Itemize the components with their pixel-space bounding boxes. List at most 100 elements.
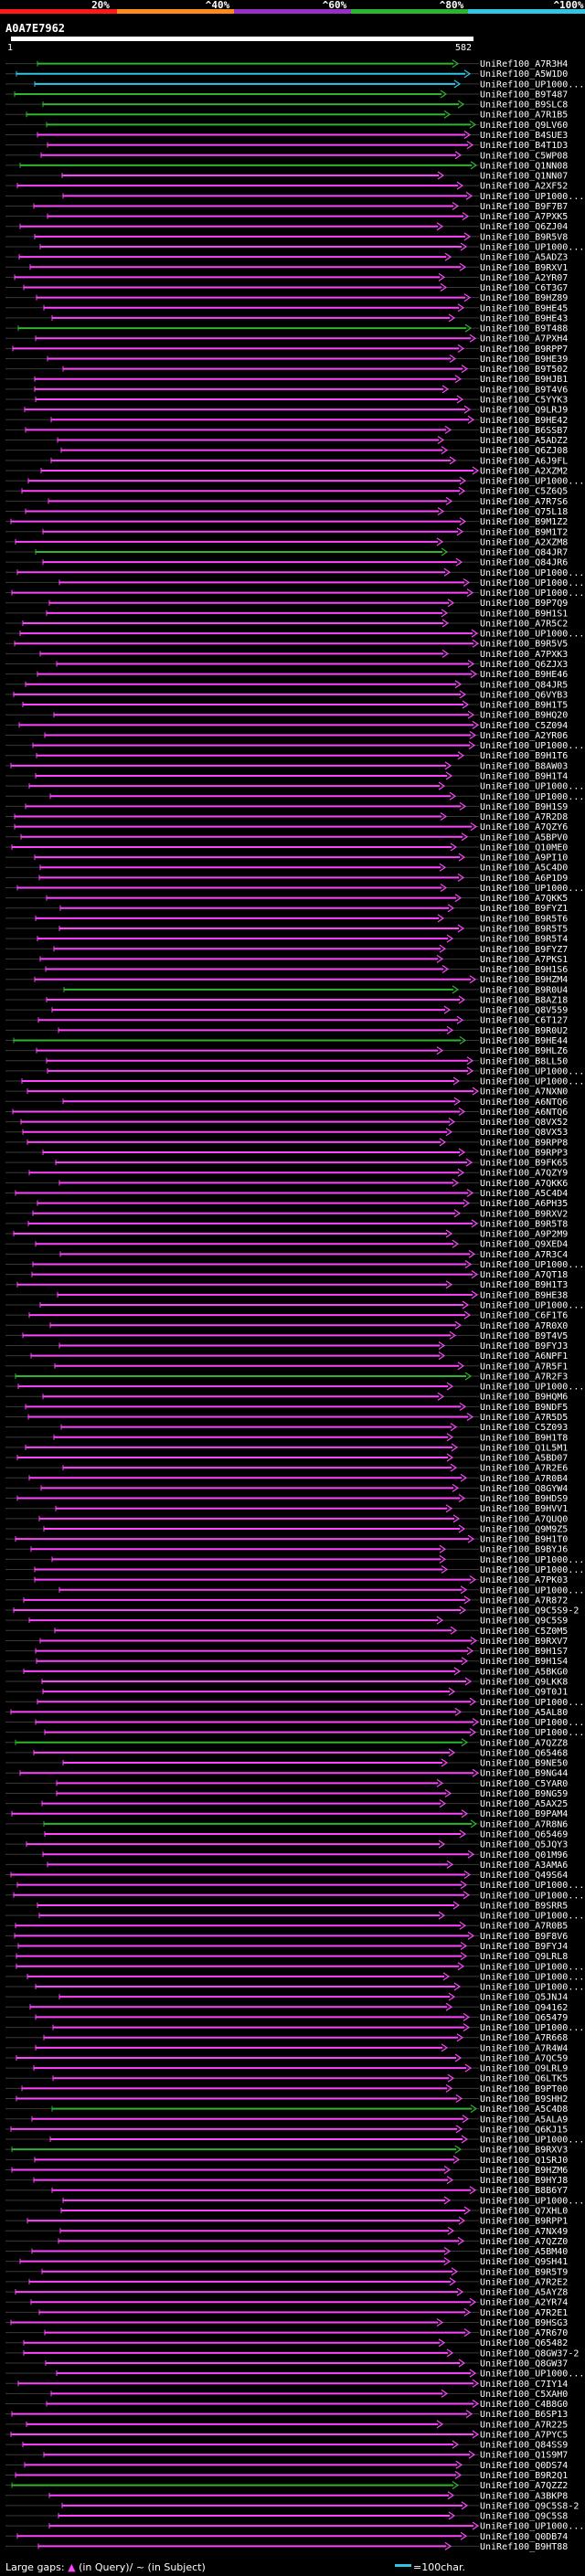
hit-label[interactable]: UniRef100_B9HE46 bbox=[480, 670, 568, 680]
hit-label[interactable]: UniRef100_B9M1T2 bbox=[480, 527, 568, 537]
hit-label[interactable]: UniRef100_Q9C5S8-2 bbox=[480, 2501, 579, 2511]
hit-label[interactable]: UniRef100_A7QKK6 bbox=[480, 1179, 568, 1189]
hit-row[interactable]: UniRef100_A5AX25 bbox=[5, 1799, 568, 1809]
hit-row[interactable]: UniRef100_Q9C5S9 bbox=[5, 1617, 568, 1627]
hit-label[interactable]: UniRef100_B9H1S9 bbox=[480, 802, 568, 812]
hit-row[interactable]: UniRef100_B9M1Z2 bbox=[5, 517, 568, 527]
hit-label[interactable]: UniRef100_Q01M96 bbox=[480, 1850, 568, 1860]
hit-row[interactable]: UniRef100_B9HDS9 bbox=[5, 1494, 568, 1504]
hit-row[interactable]: UniRef100_C6F1T6 bbox=[5, 1310, 568, 1321]
hit-label[interactable]: UniRef100_A6PH35 bbox=[480, 1199, 568, 1209]
hit-label[interactable]: UniRef100_UP1000... bbox=[480, 1718, 584, 1728]
hit-row[interactable]: UniRef100_A7PXK3 bbox=[5, 650, 568, 660]
hit-label[interactable]: UniRef100_C5Z094 bbox=[480, 721, 568, 731]
hit-label[interactable]: UniRef100_A7R2E6 bbox=[480, 1464, 568, 1474]
hit-row[interactable]: UniRef100_UP1000... bbox=[5, 1891, 584, 1901]
hit-label[interactable]: UniRef100_UP1000... bbox=[480, 2196, 584, 2206]
hit-label[interactable]: UniRef100_B9H1S7 bbox=[480, 1647, 568, 1657]
hit-label[interactable]: UniRef100_B9SLC8 bbox=[480, 101, 568, 111]
hit-label[interactable]: UniRef100_A5C4D0 bbox=[480, 864, 568, 874]
hit-row[interactable]: UniRef100_A2YR07 bbox=[5, 273, 568, 283]
hit-label[interactable]: UniRef100_B9R5T4 bbox=[480, 935, 568, 945]
hit-row[interactable]: UniRef100_A7R225 bbox=[5, 2420, 568, 2430]
hit-row[interactable]: UniRef100_UP1000... bbox=[5, 477, 584, 487]
hit-label[interactable]: UniRef100_Q0DB74 bbox=[480, 2532, 568, 2542]
hit-label[interactable]: UniRef100_Q9XED4 bbox=[480, 1240, 568, 1250]
hit-label[interactable]: UniRef100_Q8VX53 bbox=[480, 1128, 568, 1138]
hit-row[interactable]: UniRef100_Q7XHL0 bbox=[5, 2206, 568, 2216]
hit-row[interactable]: UniRef100_A7QZY6 bbox=[5, 822, 568, 832]
hit-row[interactable]: UniRef100_B9HSG3 bbox=[5, 2318, 568, 2328]
hit-label[interactable]: UniRef100_B9FYJ4 bbox=[480, 1942, 568, 1952]
hit-label[interactable]: UniRef100_UP1000... bbox=[480, 1972, 584, 1982]
hit-label[interactable]: UniRef100_B9H1S4 bbox=[480, 1657, 568, 1667]
hit-label[interactable]: UniRef100_A7R0B4 bbox=[480, 1474, 568, 1484]
hit-row[interactable]: UniRef100_B6SP13 bbox=[5, 2410, 568, 2420]
hit-label[interactable]: UniRef100_A7QZZ8 bbox=[480, 1738, 568, 1748]
hit-row[interactable]: UniRef100_Q8VX53 bbox=[5, 1128, 568, 1138]
hit-label[interactable]: UniRef100_UP1000... bbox=[480, 1565, 584, 1575]
hit-row[interactable]: UniRef100_Q0DS74 bbox=[5, 2460, 568, 2471]
hit-label[interactable]: UniRef100_B9RPP7 bbox=[480, 345, 568, 355]
hit-row[interactable]: UniRef100_C5XAH0 bbox=[5, 2389, 568, 2400]
hit-label[interactable]: UniRef100_B9HSG3 bbox=[480, 2318, 568, 2328]
hit-row[interactable]: UniRef100_B4T1D3 bbox=[5, 141, 568, 151]
hit-row[interactable]: UniRef100_B9HE39 bbox=[5, 355, 568, 365]
hit-row[interactable]: UniRef100_B9HE45 bbox=[5, 303, 568, 313]
hit-row[interactable]: UniRef100_B9R5T9 bbox=[5, 2267, 568, 2277]
hit-label[interactable]: UniRef100_C6T3G7 bbox=[480, 283, 568, 293]
hit-row[interactable]: UniRef100_A6NTQ6 bbox=[5, 1107, 568, 1118]
hit-label[interactable]: UniRef100_Q65482 bbox=[480, 2338, 568, 2348]
hit-label[interactable]: UniRef100_A2YR74 bbox=[480, 2298, 568, 2308]
hit-label[interactable]: UniRef100_B9F7B7 bbox=[480, 202, 568, 212]
hit-label[interactable]: UniRef100_A7QKK5 bbox=[480, 894, 568, 904]
hit-row[interactable]: UniRef100_A7R4W4 bbox=[5, 2043, 568, 2053]
hit-row[interactable]: UniRef100_B9H1S7 bbox=[5, 1647, 568, 1657]
hit-label[interactable]: UniRef100_C5Z093 bbox=[480, 1423, 568, 1433]
hit-row[interactable]: UniRef100_A5C4D8 bbox=[5, 2104, 568, 2115]
hit-label[interactable]: UniRef100_B9HE44 bbox=[480, 1036, 568, 1046]
hit-row[interactable]: UniRef100_B9H1S9 bbox=[5, 802, 568, 812]
hit-row[interactable]: UniRef100_A7NXN0 bbox=[5, 1087, 568, 1097]
hit-row[interactable]: UniRef100_B6SSB7 bbox=[5, 426, 568, 436]
hit-label[interactable]: UniRef100_A7R5D5 bbox=[480, 1413, 568, 1423]
hit-row[interactable]: UniRef100_B9HQ20 bbox=[5, 711, 568, 721]
hit-row[interactable]: UniRef100_A5AYZ8 bbox=[5, 2288, 568, 2298]
hit-label[interactable]: UniRef100_Q6LTK5 bbox=[480, 2074, 568, 2084]
hit-label[interactable]: UniRef100_A7R670 bbox=[480, 2328, 568, 2338]
hit-label[interactable]: UniRef100_A5C4D4 bbox=[480, 1189, 568, 1199]
hit-row[interactable]: UniRef100_UP1000... bbox=[5, 741, 584, 751]
hit-row[interactable]: UniRef100_Q6KJ15 bbox=[5, 2125, 568, 2135]
hit-row[interactable]: UniRef100_B9FYZ1 bbox=[5, 904, 568, 914]
hit-label[interactable]: UniRef100_A5AX25 bbox=[480, 1799, 568, 1809]
hit-row[interactable]: UniRef100_B9RPP8 bbox=[5, 1138, 568, 1148]
hit-label[interactable]: UniRef100_A2YR07 bbox=[480, 273, 568, 283]
hit-row[interactable]: UniRef100_B9HE42 bbox=[5, 416, 568, 426]
hit-label[interactable]: UniRef100_A7PXH4 bbox=[480, 334, 568, 345]
hit-row[interactable]: UniRef100_A7R2E6 bbox=[5, 1464, 568, 1474]
hit-label[interactable]: UniRef100_B8AZ18 bbox=[480, 995, 568, 1005]
hit-row[interactable]: UniRef100_Q9SH41 bbox=[5, 2257, 568, 2267]
hit-row[interactable]: UniRef100_C5Z093 bbox=[5, 1423, 568, 1433]
hit-row[interactable]: UniRef100_UP1000... bbox=[5, 782, 584, 792]
hit-label[interactable]: UniRef100_UP1000... bbox=[480, 588, 584, 599]
hit-row[interactable]: UniRef100_B9FYJ3 bbox=[5, 1341, 568, 1352]
hit-row[interactable]: UniRef100_UP1000... bbox=[5, 1962, 584, 1972]
hit-row[interactable]: UniRef100_A7R0B5 bbox=[5, 1922, 568, 1932]
hit-row[interactable]: UniRef100_B9SHH2 bbox=[5, 2094, 568, 2104]
hit-row[interactable]: UniRef100_B9HQM6 bbox=[5, 1392, 568, 1403]
hit-row[interactable]: UniRef100_A7QKK5 bbox=[5, 894, 568, 904]
hit-label[interactable]: UniRef100_UP1000... bbox=[480, 192, 584, 202]
hit-row[interactable]: UniRef100_B9FYJ4 bbox=[5, 1942, 568, 1952]
hit-label[interactable]: UniRef100_Q5JQY3 bbox=[480, 1840, 568, 1850]
hit-label[interactable]: UniRef100_A5BD07 bbox=[480, 1454, 568, 1464]
hit-row[interactable]: UniRef100_UP1000... bbox=[5, 884, 584, 894]
hit-row[interactable]: UniRef100_Q65469 bbox=[5, 1829, 568, 1840]
hit-row[interactable]: UniRef100_A6P1D9 bbox=[5, 874, 568, 884]
hit-row[interactable]: UniRef100_UP1000... bbox=[5, 1066, 584, 1076]
hit-row[interactable]: UniRef100_UP1000... bbox=[5, 578, 584, 588]
hit-label[interactable]: UniRef100_B9H1T0 bbox=[480, 1535, 568, 1545]
hit-label[interactable]: UniRef100_A9P2M9 bbox=[480, 1230, 568, 1240]
hit-row[interactable]: UniRef100_Q1L5M1 bbox=[5, 1443, 568, 1453]
hit-row[interactable]: UniRef100_Q8V559 bbox=[5, 1005, 568, 1016]
